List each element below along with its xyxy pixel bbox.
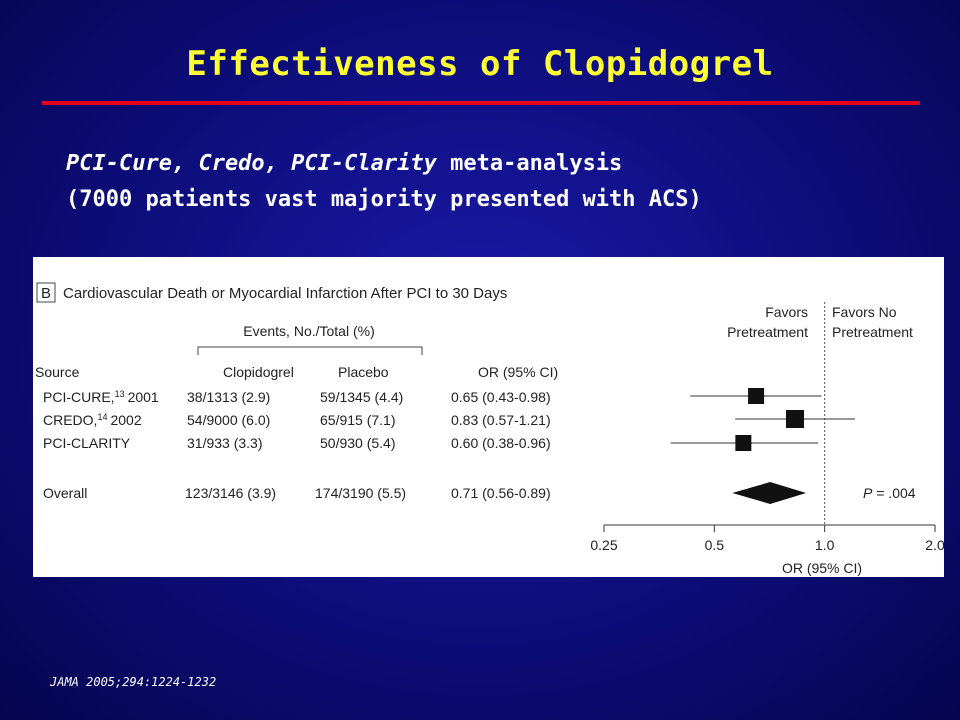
chart-title: Cardiovascular Death or Myocardial Infar… <box>63 285 507 302</box>
study-row: PCI-CURE,13 2001 38/1313 (2.9) 59/1345 (4… <box>43 389 551 405</box>
events-bracket <box>197 346 423 355</box>
p-value: P = .004 <box>863 485 916 501</box>
col-header-clopidogrel: Clopidogrel <box>223 364 294 380</box>
col-header-source: Source <box>35 364 80 380</box>
favors-right-line-1: Favors No <box>832 304 897 320</box>
col-header-or: OR (95% CI) <box>478 364 558 380</box>
slide-title: Effectiveness of Clopidogrel <box>186 44 774 84</box>
x-axis-label: OR (95% CI) <box>782 560 862 576</box>
events-group-header: Events, No./Total (%) <box>243 323 375 339</box>
study-placebo: 65/915 (7.1) <box>320 412 396 428</box>
study-placebo: 50/930 (5.4) <box>320 435 396 451</box>
study-row: CREDO,14 2002 54/9000 (6.0) 65/915 (7.1) … <box>43 412 551 428</box>
x-tick-label: 0.5 <box>705 537 725 553</box>
x-tick-label: 1.0 <box>815 537 835 553</box>
plot-marks: 0.25 0.5 1.0 2.0 <box>590 302 944 553</box>
overall-clopidogrel: 123/3146 (3.9) <box>185 485 276 501</box>
citation: JAMA 2005;294:1224-1232 <box>50 675 217 689</box>
favors-left-line-1: Favors <box>765 304 808 320</box>
title-underline <box>42 101 920 105</box>
subtitle-studies: PCI-Cure, Credo, PCI-Clarity <box>66 151 437 176</box>
x-tick-label: 2.0 <box>925 537 944 553</box>
study-clopidogrel: 54/9000 (6.0) <box>187 412 270 428</box>
study-or: 0.60 (0.38-0.96) <box>451 435 551 451</box>
overall-row: Overall 123/3146 (3.9) 174/3190 (5.5) 0.… <box>43 485 551 501</box>
forest-plot-panel: B Cardiovascular Death or Myocardial Inf… <box>33 257 944 577</box>
col-header-placebo: Placebo <box>338 364 389 380</box>
favors-left-line-2: Pretreatment <box>727 324 808 340</box>
overall-diamond <box>732 482 807 504</box>
panel-label: B <box>41 285 51 302</box>
study-point <box>748 388 765 404</box>
overall-placebo: 174/3190 (5.5) <box>315 485 406 501</box>
study-source: PCI-CURE,13 2001 <box>43 389 159 405</box>
forest-plot: B Cardiovascular Death or Myocardial Inf… <box>35 282 944 576</box>
study-row: PCI-CLARITY 31/933 (3.3) 50/930 (5.4) 0.… <box>43 435 551 451</box>
subtitle-line-2: (7000 patients vast majority presented w… <box>66 187 702 212</box>
study-or: 0.65 (0.43-0.98) <box>451 389 551 405</box>
x-tick-label: 0.25 <box>590 537 617 553</box>
study-or: 0.83 (0.57-1.21) <box>451 412 551 428</box>
subtitle-rest: meta-analysis <box>436 151 623 176</box>
study-source: CREDO,14 2002 <box>43 412 142 428</box>
overall-or: 0.71 (0.56-0.89) <box>451 485 551 501</box>
study-clopidogrel: 38/1313 (2.9) <box>187 389 270 405</box>
study-placebo: 59/1345 (4.4) <box>320 389 403 405</box>
subtitle-line-1: PCI-Cure, Credo, PCI-Clarity meta-analys… <box>66 146 702 182</box>
panel-label-box <box>36 282 56 303</box>
study-point <box>735 435 752 451</box>
study-point <box>786 410 805 428</box>
favors-right-line-2: Pretreatment <box>832 324 913 340</box>
study-source: PCI-CLARITY <box>43 435 131 451</box>
slide-subtitle: PCI-Cure, Credo, PCI-Clarity meta-analys… <box>66 146 702 218</box>
study-clopidogrel: 31/933 (3.3) <box>187 435 263 451</box>
overall-source: Overall <box>43 485 87 501</box>
